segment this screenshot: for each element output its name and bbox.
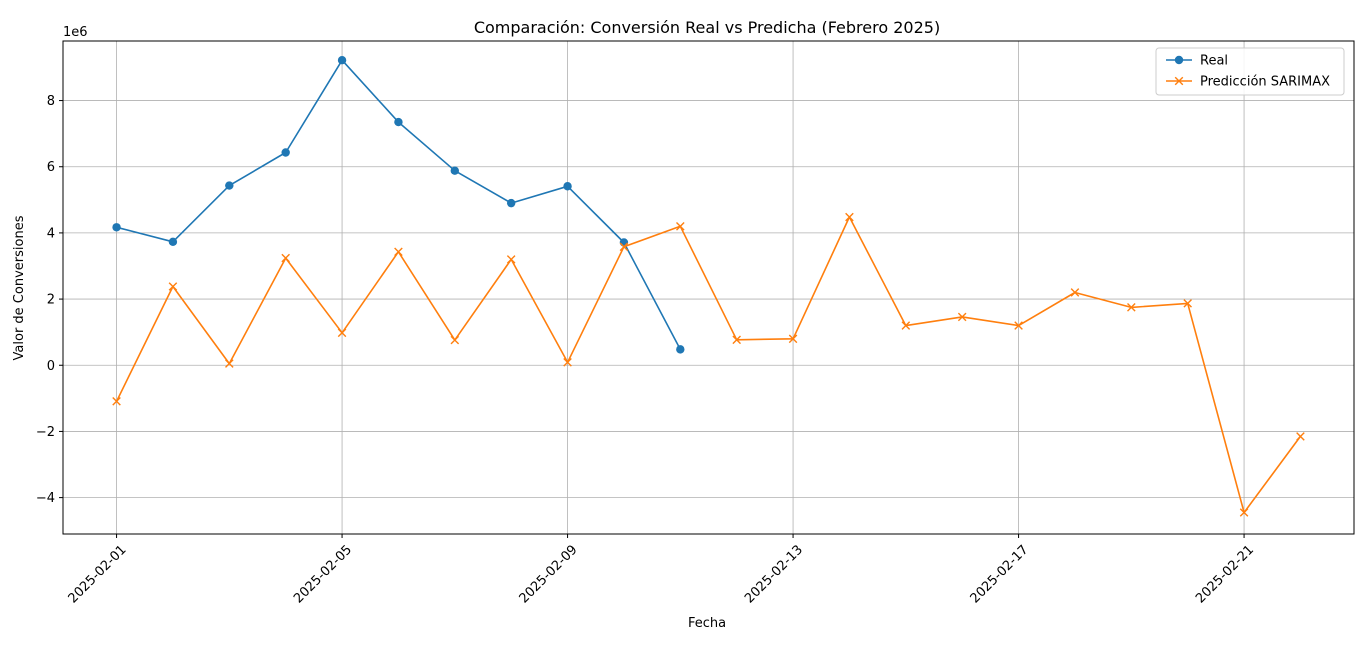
data-point-prediction — [1070, 288, 1080, 297]
x-marker-stroke — [112, 397, 121, 406]
y-tick-label: −4 — [36, 491, 55, 506]
x-marker-stroke — [676, 221, 685, 231]
grid-lines — [63, 41, 1354, 534]
data-point-real — [394, 117, 403, 127]
data-point-prediction — [1239, 508, 1249, 517]
x-marker-stroke — [732, 335, 741, 345]
y-tick-label: 4 — [47, 226, 55, 241]
legend-label-0: Real — [1200, 54, 1228, 69]
series-layer — [112, 55, 1305, 517]
legend-label-1: Predicción SARIMAX — [1200, 75, 1330, 90]
y-tick-label: 6 — [47, 160, 55, 175]
data-point-real — [225, 181, 234, 190]
data-point-prediction — [112, 397, 121, 406]
legend: Real Predicción SARIMAX — [1155, 47, 1345, 96]
y-tick-label: 8 — [47, 94, 55, 109]
data-point-real — [337, 55, 347, 65]
data-point-prediction — [394, 247, 403, 257]
data-point-prediction — [337, 328, 347, 338]
y-tick-label: 2 — [47, 293, 55, 308]
x-marker-stroke — [450, 335, 460, 345]
data-point-prediction — [1183, 299, 1192, 308]
x-marker-stroke — [788, 334, 798, 344]
x-marker-stroke — [1014, 321, 1023, 330]
data-point-real — [506, 198, 516, 208]
y-axis-offset-label: 1e6 — [63, 25, 88, 40]
legend-marker-1 — [1174, 76, 1184, 86]
data-point-prediction — [450, 335, 460, 345]
y-tick-label: 0 — [47, 359, 55, 374]
data-point-prediction — [957, 312, 967, 322]
x-marker-stroke — [506, 255, 516, 264]
x-marker-stroke — [281, 253, 290, 263]
legend-box — [1155, 47, 1345, 96]
x-marker-stroke — [1127, 303, 1136, 312]
data-point-prediction — [225, 359, 234, 368]
data-point-prediction — [619, 242, 629, 252]
data-point-prediction — [676, 221, 685, 231]
data-point-real — [450, 166, 460, 175]
x-marker-stroke — [901, 321, 911, 330]
x-marker-stroke — [1296, 432, 1305, 441]
data-point-prediction — [732, 335, 741, 345]
plot-frame — [62, 40, 1355, 535]
x-marker-stroke — [845, 212, 854, 222]
y-axis-label: Valor de Conversiones — [12, 215, 27, 360]
x-axis-label: Fecha — [688, 616, 726, 631]
data-point-real — [112, 223, 121, 232]
x-marker-stroke — [619, 242, 629, 252]
x-marker-stroke — [1183, 299, 1192, 308]
x-marker-stroke — [394, 247, 403, 257]
y-tick-label: −2 — [36, 425, 55, 440]
data-point-real — [676, 345, 685, 354]
data-point-prediction — [845, 212, 854, 222]
x-marker-stroke — [168, 282, 178, 291]
data-point-prediction — [168, 282, 178, 291]
data-point-prediction — [563, 357, 572, 367]
data-point-prediction — [901, 321, 911, 330]
data-point-real — [168, 237, 178, 247]
data-point-prediction — [1127, 303, 1136, 312]
data-point-prediction — [506, 255, 516, 264]
x-marker-stroke — [957, 312, 967, 322]
data-point-real — [563, 182, 572, 191]
data-point-prediction — [1014, 321, 1023, 330]
data-point-prediction — [788, 334, 798, 344]
x-marker-stroke — [225, 359, 234, 368]
legend-marker-0 — [1174, 55, 1184, 65]
x-marker-stroke — [337, 328, 347, 338]
series-line-1 — [115, 216, 1302, 514]
chart-title: Comparación: Conversión Real vs Predicha… — [474, 18, 940, 37]
x-marker-stroke — [1070, 288, 1080, 297]
data-point-prediction — [281, 253, 290, 263]
x-marker-stroke — [1239, 508, 1249, 517]
x-marker-stroke — [563, 357, 572, 367]
data-point-real — [281, 148, 290, 157]
data-point-prediction — [1296, 432, 1305, 441]
